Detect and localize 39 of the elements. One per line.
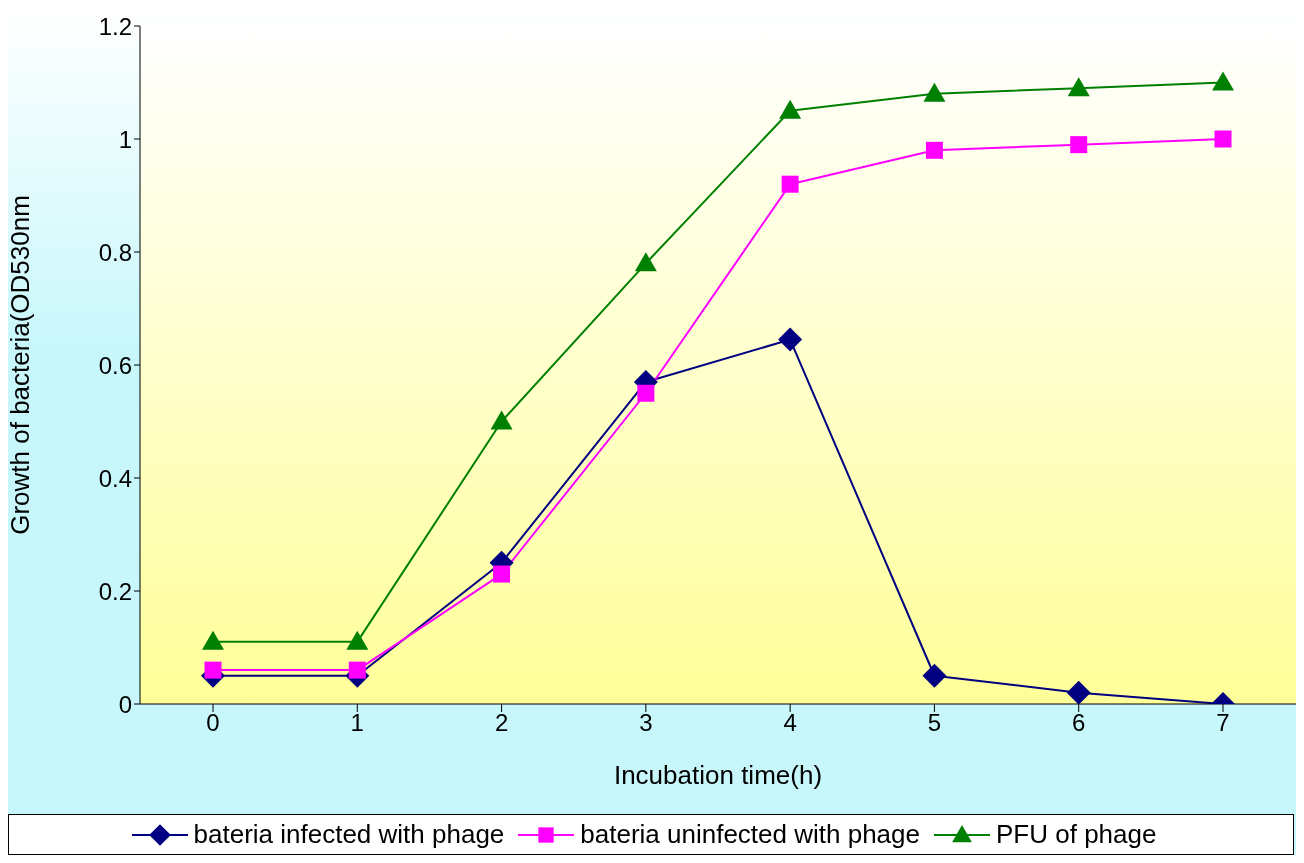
x-tick-label: 1: [350, 709, 364, 737]
point: [1214, 130, 1232, 148]
point: [493, 565, 511, 583]
legend-label: bateria uninfected with phage: [580, 819, 921, 850]
x-tick-label: 7: [1216, 709, 1230, 737]
y-tick-label: 1.2: [98, 12, 132, 40]
x-tick-label: 6: [1072, 709, 1086, 737]
point: [634, 252, 657, 272]
y-tick-label: 0: [118, 690, 132, 718]
point: [779, 99, 802, 119]
x-tick-label: 2: [494, 709, 509, 737]
x-tick-label: 3: [639, 709, 653, 737]
x-axis-title: Incubation time(h): [613, 760, 823, 790]
y-tick-label: 0.6: [98, 351, 132, 379]
point: [1212, 71, 1234, 91]
x-tick-label: 5: [927, 709, 942, 737]
y-axis-title: Growth of bacteria(OD530nm: [5, 195, 36, 535]
point: [1066, 680, 1091, 704]
point: [202, 630, 224, 650]
y-tick-label: 0.2: [98, 577, 132, 605]
point: [637, 384, 655, 402]
x-tick-label: 0: [206, 709, 220, 737]
y-tick-label: 1: [118, 125, 132, 153]
x-tick-label: 4: [783, 709, 797, 737]
point: [778, 327, 803, 352]
y-tick-label: 0.4: [98, 464, 132, 492]
y-tick-label: 0.8: [98, 238, 132, 266]
point: [1067, 77, 1090, 97]
legend-label: PFU of phage: [996, 819, 1157, 850]
point: [781, 175, 799, 193]
point: [922, 663, 947, 688]
point: [925, 141, 943, 159]
point: [348, 661, 366, 679]
point: [1070, 136, 1088, 154]
legend-label: bateria infected with phage: [193, 819, 505, 850]
point: [490, 410, 513, 430]
point: [923, 82, 946, 102]
point: [346, 630, 369, 650]
point: [204, 661, 222, 679]
